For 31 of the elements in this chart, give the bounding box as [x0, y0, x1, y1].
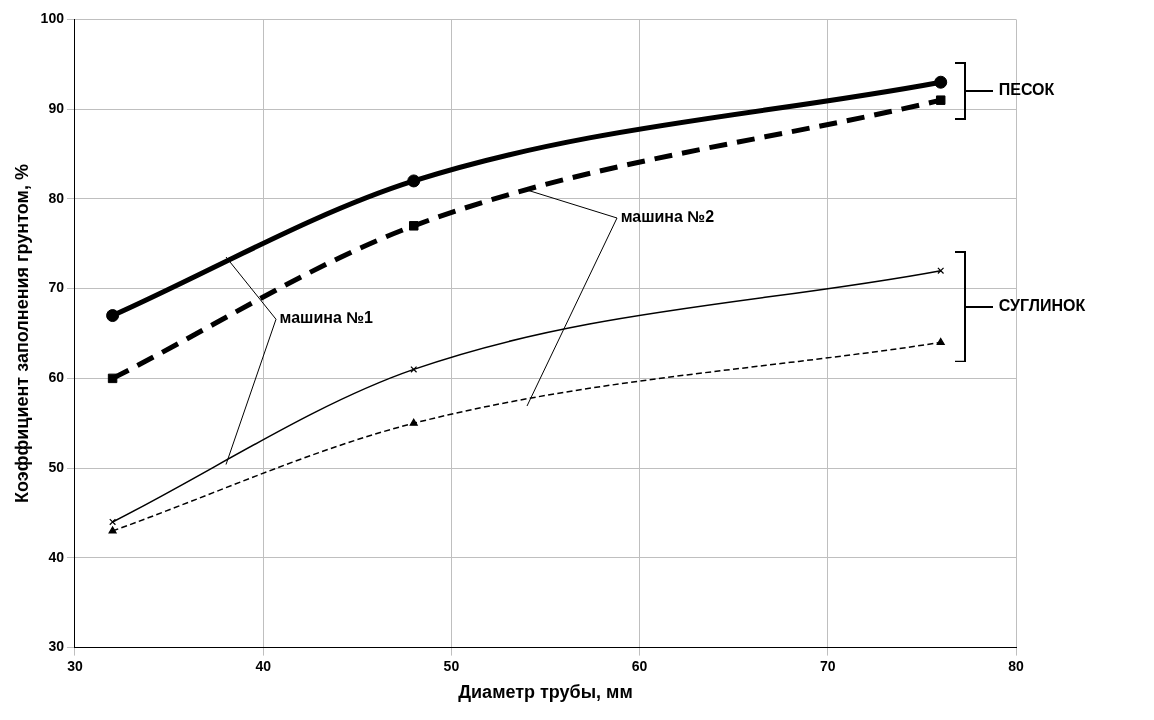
y-tick-label: 100: [40, 10, 65, 27]
x-tick-label: 70: [820, 657, 836, 674]
point: [109, 518, 117, 526]
annotation: СУГЛИНОК: [998, 296, 1086, 315]
point: [108, 526, 117, 534]
point: [407, 174, 421, 188]
y-tick-label: 70: [48, 279, 65, 296]
point: [107, 373, 118, 384]
y-tick-label: 80: [48, 189, 65, 206]
y-tick-label: 90: [48, 100, 65, 116]
y-tick-label: 60: [48, 369, 65, 386]
x-tick-label: 50: [443, 657, 460, 674]
x-tick-label: 60: [631, 657, 648, 674]
x-axis-title: Диаметр трубы, мм: [458, 682, 633, 703]
x-tick-label: 80: [1008, 657, 1024, 674]
x-tick-label: 40: [255, 657, 272, 674]
point: [410, 365, 418, 373]
y-tick-label: 30: [48, 638, 65, 655]
point: [409, 418, 418, 426]
annotation: машина №2: [620, 207, 715, 226]
y-axis-title: Коэффициент заполнения грунтом, %: [11, 164, 32, 503]
x-tick-label: 30: [67, 657, 83, 674]
point: [935, 95, 946, 105]
point: [106, 309, 120, 323]
y-tick-label: 50: [48, 458, 65, 475]
point: [936, 337, 945, 346]
point: [408, 221, 419, 231]
annotation: ПЕСОК: [998, 81, 1055, 100]
annotation: машина №1: [279, 309, 373, 328]
y-tick-label: 40: [48, 548, 65, 565]
point: [934, 75, 948, 89]
